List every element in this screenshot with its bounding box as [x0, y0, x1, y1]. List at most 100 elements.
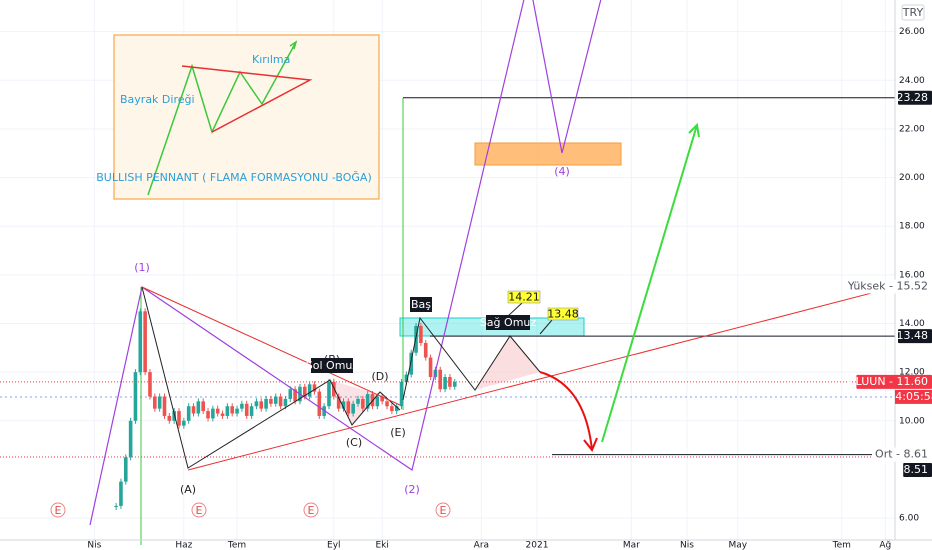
- candle: [259, 401, 264, 409]
- candle: [356, 398, 360, 404]
- x-tick-label: Nis: [680, 541, 694, 550]
- candle: [288, 389, 293, 399]
- candle: [438, 369, 443, 390]
- candle: [278, 396, 283, 407]
- elliott-path: [532, 0, 602, 154]
- event-label: E: [55, 504, 62, 517]
- label-box: [486, 315, 530, 330]
- candle: [143, 311, 147, 373]
- y-tick-label: 18.00: [899, 222, 925, 232]
- x-tick-label: 2021: [526, 541, 549, 550]
- candle: [182, 420, 186, 426]
- candle: [399, 381, 404, 407]
- event-label: E: [440, 504, 447, 517]
- candle: [114, 505, 118, 507]
- y-tick-label: 24.00: [899, 76, 925, 86]
- head-label: Baş: [411, 298, 431, 311]
- wave-label: (2): [404, 483, 420, 496]
- pennant-title: BULLISH PENNANT ( FLAMA FORMASYONU -BOĞA…: [96, 171, 372, 184]
- candle: [390, 406, 394, 412]
- head-shoulders: [402, 316, 541, 401]
- candle: [249, 406, 254, 416]
- candle: [336, 396, 341, 409]
- price-level-box: [856, 374, 932, 389]
- trend-upper: [141, 286, 401, 406]
- down-arrow-head: [583, 437, 598, 452]
- x-tick-label: Ara: [474, 541, 489, 550]
- x-tick-label: Eki: [375, 541, 388, 550]
- price-level-box: [872, 447, 932, 462]
- candle: [404, 374, 409, 382]
- candle: [409, 352, 414, 375]
- candle: [148, 372, 152, 397]
- candle: [162, 396, 167, 416]
- countdown-box: [895, 389, 932, 404]
- candle: [385, 401, 389, 407]
- zone-orange: [474, 142, 622, 166]
- candle: [138, 311, 143, 373]
- candle: [157, 396, 162, 409]
- event-label: E: [196, 504, 203, 517]
- price-level-box: [903, 463, 932, 478]
- candle: [235, 408, 239, 414]
- candle: [361, 398, 365, 409]
- inset-pennant: [181, 65, 313, 133]
- price-level-box: [851, 279, 932, 294]
- candle: [191, 406, 196, 414]
- candle: [254, 401, 259, 407]
- currency-box: [901, 4, 925, 21]
- candle: [375, 396, 380, 407]
- price-level-label: 23.28: [897, 91, 929, 104]
- shoulder-fill: [475, 336, 540, 390]
- countdown: 04:05:58: [888, 390, 932, 403]
- y-tick-label: 20.00: [899, 173, 925, 183]
- callout-text: 14.21: [508, 291, 540, 304]
- x-tick-label: Tem: [832, 541, 851, 550]
- price-level-box: [898, 329, 932, 344]
- y-tick-label: 22.00: [899, 124, 925, 134]
- candle: [394, 406, 399, 412]
- candle: [215, 408, 220, 414]
- breakout-label: Kırılma: [252, 53, 290, 66]
- price-level-label: ULUUN - 11.60: [848, 375, 928, 388]
- wave-label: (A): [180, 483, 196, 496]
- inset-arrow: [289, 40, 298, 50]
- y-tick-label: 26.00: [899, 27, 925, 37]
- label-box: [410, 297, 432, 312]
- x-tick-label: Haz: [175, 541, 192, 550]
- candle: [293, 389, 297, 402]
- label-box: [311, 358, 353, 373]
- currency: TRY: [902, 6, 924, 19]
- candle: [225, 406, 230, 416]
- candle: [443, 377, 447, 390]
- candle: [269, 398, 273, 404]
- price-level-label: Ort - 8.61: [875, 448, 928, 461]
- up-arrow-head: [688, 122, 700, 138]
- price-level-label: 8.51: [904, 463, 929, 476]
- wave-label: (C): [346, 436, 362, 449]
- axis-labels: 6.00 10.00 12.00 14.00 16.00 18.00 20.00 22.00 2…: [87, 27, 932, 550]
- x-tick-label: Tem: [227, 541, 246, 550]
- candle: [332, 381, 336, 397]
- event-marker: [435, 502, 451, 518]
- candle: [365, 394, 370, 409]
- candle: [172, 411, 176, 421]
- candle: [206, 411, 210, 419]
- candle: [351, 403, 355, 414]
- candle: [307, 384, 312, 397]
- candle: [327, 381, 331, 407]
- y-tick-label: 14.00: [899, 319, 925, 329]
- up-arrow: [601, 124, 698, 443]
- price-level-box: [898, 90, 932, 105]
- x-tick-label: Eyl: [327, 541, 341, 550]
- candle: [177, 411, 181, 426]
- y-tick-label: 16.00: [899, 270, 925, 280]
- candle: [423, 342, 428, 358]
- event-marker: [303, 502, 319, 518]
- x-tick-label: May: [728, 541, 747, 550]
- y-tick-label: 12.00: [899, 368, 925, 378]
- candle: [264, 398, 268, 409]
- callout-text: 13.48: [547, 308, 579, 321]
- y-tick-label: 10.00: [899, 416, 925, 426]
